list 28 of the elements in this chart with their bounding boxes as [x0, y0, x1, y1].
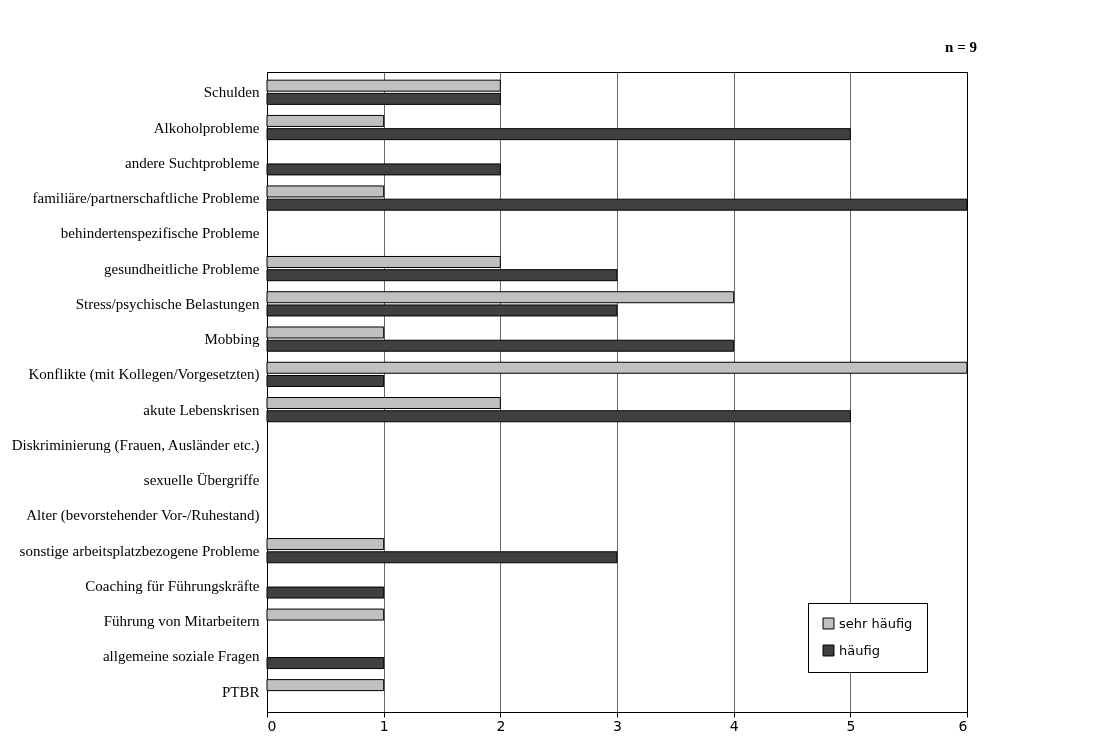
y-tick-label: sonstige arbeitsplatzbezogene Probleme	[19, 542, 260, 559]
x-tick-label: 4	[729, 717, 739, 734]
y-tick-label: familiäre/partnerschaftliche Probleme	[32, 190, 260, 207]
legend-label: häufig	[839, 642, 880, 658]
y-tick-label: Diskriminierung (Frauen, Ausländer etc.)	[11, 436, 260, 454]
x-tick-label: 6	[958, 717, 968, 734]
y-tick-label: Führung von Mitarbeitern	[103, 613, 260, 630]
y-tick-label: Mobbing	[204, 331, 260, 348]
x-tick-label: 3	[613, 717, 622, 734]
x-tick-label: 1	[379, 717, 389, 734]
legend-label: sehr häufig	[839, 615, 913, 631]
y-tick-label: Stress/psychische Belastungen	[75, 295, 260, 312]
y-tick-label: Coaching für Führungskräfte	[85, 577, 260, 594]
text: n = 9	[945, 39, 977, 55]
y-tick-label: Alkoholprobleme	[153, 119, 260, 136]
y-tick-label: Alter (bevorstehender Vor-/Ruhestand)	[26, 507, 260, 525]
y-tick-label: Konflikte (mit Kollegen/Vorgesetzten)	[28, 366, 260, 384]
y-tick-label: PTBR	[221, 683, 260, 700]
x-tick-label: 2	[496, 717, 506, 734]
x-tick-label: 0	[267, 717, 277, 734]
y-tick-label: akute Lebenskrisen	[143, 401, 260, 418]
y-tick-label: Schulden	[203, 84, 260, 101]
y-tick-label: allgemeine soziale Fragen	[102, 648, 260, 665]
x-tick-label: 5	[846, 717, 856, 734]
y-tick-label: behindertenspezifische Probleme	[60, 225, 260, 242]
y-tick-label: andere Suchtprobleme	[124, 154, 260, 171]
y-tick-label: sexuelle Übergriffe	[143, 472, 260, 489]
y-tick-label: gesundheitliche Probleme	[104, 260, 260, 277]
